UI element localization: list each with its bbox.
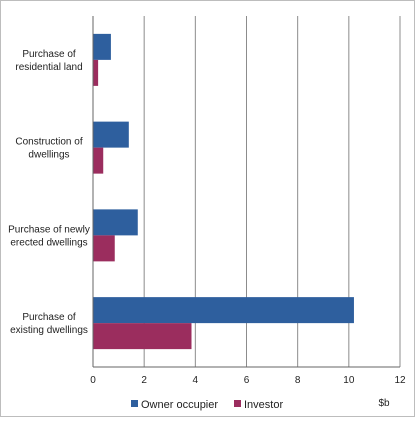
category-labels: Purchase of residential land Construction … bbox=[8, 49, 90, 336]
category-label-1: Construction of dwellings bbox=[15, 137, 82, 161]
bar-investor-0 bbox=[93, 59, 99, 86]
bar-investor-1 bbox=[93, 147, 104, 174]
legend-swatch-0 bbox=[131, 400, 138, 407]
legend-item-1: Investor bbox=[234, 399, 283, 411]
legend-label-0: Owner occupier bbox=[141, 399, 218, 411]
category-label-2: Purchase of newly erected dwellings bbox=[8, 224, 90, 248]
x-tick-label-6: 12 bbox=[394, 375, 406, 386]
bar-owner-occupier-1 bbox=[93, 121, 129, 148]
x-tick-label-3: 6 bbox=[244, 375, 250, 386]
category-label-0: Purchase of residential land bbox=[15, 49, 82, 73]
x-tick-label-1: 2 bbox=[141, 375, 147, 386]
legend-swatch-1 bbox=[234, 400, 241, 407]
bar-owner-occupier-0 bbox=[93, 33, 111, 60]
bars bbox=[93, 33, 354, 350]
legend-label-1: Investor bbox=[244, 399, 283, 411]
x-tick-label-5: 10 bbox=[343, 375, 355, 386]
bar-owner-occupier-3 bbox=[93, 297, 354, 324]
bar-investor-3 bbox=[93, 323, 192, 350]
legend: Owner occupier Investor bbox=[131, 399, 283, 411]
category-label-3: Purchase of existing dwellings bbox=[10, 312, 88, 336]
x-tick-label-4: 8 bbox=[295, 375, 301, 386]
bar-owner-occupier-2 bbox=[93, 209, 138, 236]
legend-item-0: Owner occupier bbox=[131, 399, 218, 411]
axes bbox=[92, 16, 400, 368]
tick-labels: 0 2 4 6 8 10 12 bbox=[90, 375, 406, 386]
x-axis-unit-label: $b bbox=[378, 398, 390, 409]
x-tick-label-2: 4 bbox=[193, 375, 199, 386]
x-tick-label-0: 0 bbox=[90, 375, 96, 386]
bar-investor-2 bbox=[93, 235, 115, 262]
